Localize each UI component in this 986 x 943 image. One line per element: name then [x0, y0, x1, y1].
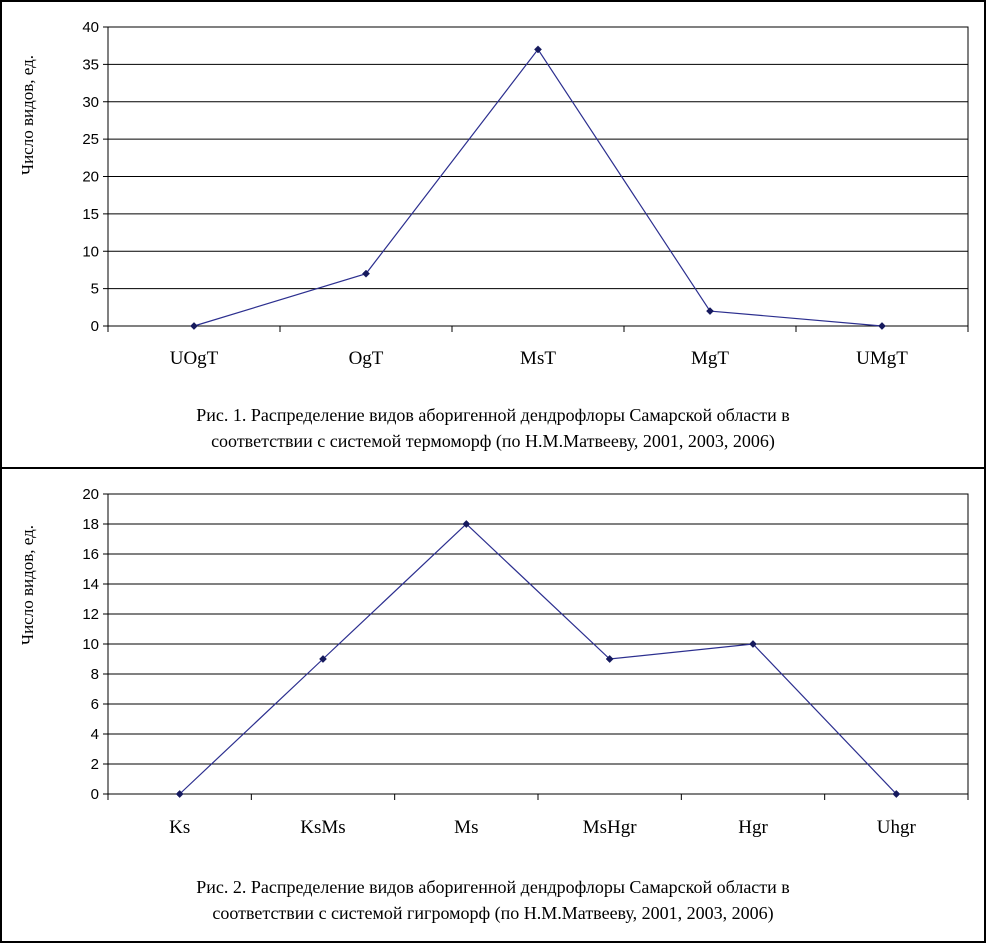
chart2-category-label: Hgr	[738, 817, 768, 838]
caption-1-line-2: соответствии с системой термоморф (по Н.…	[211, 431, 775, 451]
chart1-y-tick-label: 25	[82, 131, 99, 148]
chart1-data-point	[362, 269, 370, 278]
caption-2-line-2: соответствии с системой гигроморф (по Н.…	[212, 903, 774, 923]
chart2-category-label: Ks	[169, 817, 190, 838]
chart-gigromorph: 0 2 4 6 8 10 12 14 16 18 20 Ks KsMs Ms MsHgr Hgr Uhgr Чис…	[18, 486, 969, 838]
chart2-y-tick-label: 16	[82, 546, 99, 563]
chart1-category-label: UOgT	[170, 348, 219, 369]
chart-termomorph: 0 5 10 15 20 25 30 35 40 UOgT OgT MsT MgT UMgT Число в…	[18, 19, 969, 369]
chart2-category-label: KsMs	[300, 817, 345, 838]
chart2-data-point	[319, 655, 327, 663]
chart2-y-axis-label: Число видов, ед.	[18, 525, 37, 645]
chart2-y-tick-label: 20	[82, 486, 99, 503]
chart2-y-tick-label: 10	[82, 636, 99, 653]
chart2-y-tick-label: 2	[91, 756, 99, 773]
chart1-data-point	[534, 45, 542, 54]
chart2-y-tick-label: 14	[82, 576, 99, 593]
chart1-series-line	[193, 48, 883, 327]
chart1-y-tick-label: 0	[91, 318, 99, 335]
chart1-category-label: OgT	[349, 348, 384, 369]
chart2-y-tick-label: 12	[82, 606, 99, 623]
chart1-category-label: MgT	[691, 348, 729, 369]
chart1-y-tick-label: 10	[82, 243, 99, 260]
chart2-category-label: MsHgr	[583, 817, 638, 838]
chart1-y-tick-label: 5	[91, 281, 99, 298]
chart1-category-label: UMgT	[856, 348, 908, 369]
caption-2-line-1: Рис. 2. Распределение видов аборигенной …	[196, 877, 790, 897]
chart2-series-line	[179, 523, 897, 795]
chart1-y-tick-label: 30	[82, 94, 99, 111]
chart2-data-point	[175, 790, 184, 798]
chart1-y-tick-label: 15	[82, 206, 99, 223]
chart2-data-point	[462, 520, 471, 528]
chart2-data-point	[605, 655, 614, 663]
chart1-category-label: MsT	[520, 348, 556, 369]
chart2-category-label: Ms	[454, 817, 478, 838]
chart2-y-tick-label: 6	[91, 696, 99, 713]
chart1-y-tick-label: 40	[82, 19, 99, 36]
chart2-y-tick-label: 8	[91, 666, 99, 683]
chart1-y-tick-label: 35	[82, 56, 99, 73]
chart2-data-point	[749, 640, 757, 648]
chart2-y-tick-label: 4	[91, 726, 99, 743]
chart2-y-tick-label: 18	[82, 516, 99, 533]
chart1-data-point	[878, 322, 886, 330]
chart1-y-tick-label: 20	[82, 169, 99, 186]
chart2-category-label: Uhgr	[877, 817, 917, 838]
caption-figure-1: Рис. 1. Распределение видов аборигенной …	[0, 402, 986, 454]
chart1-data-point	[190, 322, 198, 330]
chart1-y-axis-label: Число видов, ед.	[18, 55, 37, 175]
chart2-y-tick-label: 0	[91, 786, 99, 803]
caption-figure-2: Рис. 2. Распределение видов аборигенной …	[0, 874, 986, 926]
chart1-data-point	[706, 307, 714, 316]
caption-1-line-1: Рис. 1. Распределение видов аборигенной …	[196, 405, 790, 425]
chart2-data-point	[892, 790, 901, 798]
